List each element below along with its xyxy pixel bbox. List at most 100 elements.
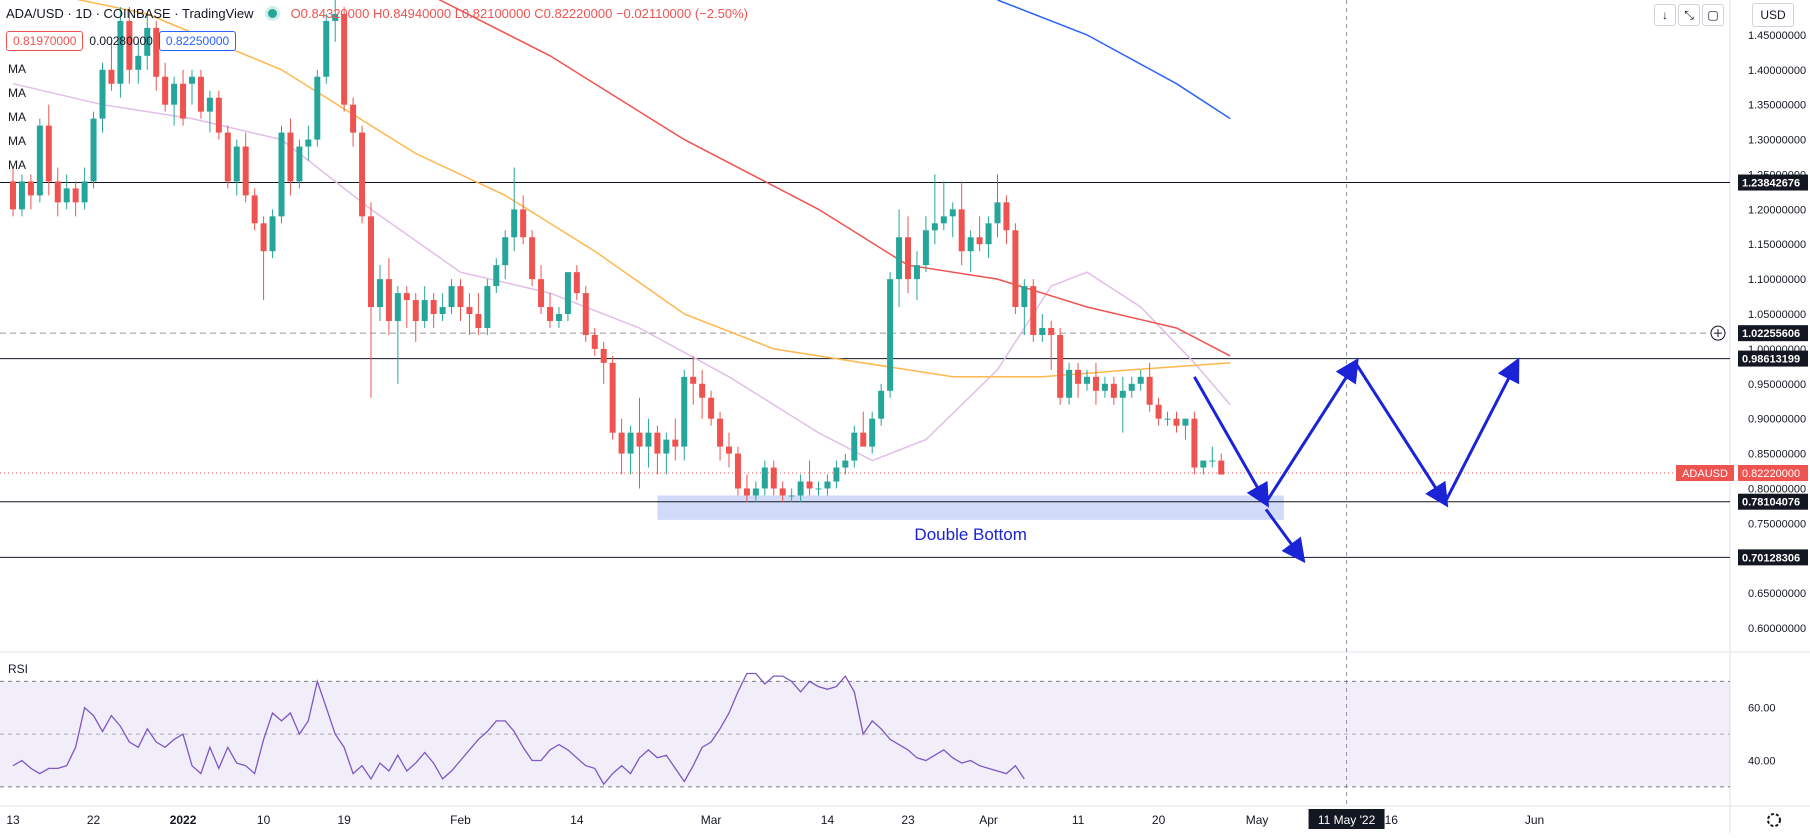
candle-body[interactable] [475,314,482,328]
expand-icon[interactable]: ⤡ [1678,4,1700,26]
candle-body[interactable] [251,195,258,224]
candle-body[interactable] [1200,460,1207,468]
candle-body[interactable] [1039,327,1046,335]
candle-body[interactable] [591,334,598,349]
candle-body[interactable] [1101,383,1108,391]
candle-body[interactable] [162,76,169,105]
candle-body[interactable] [833,467,840,482]
candle-body[interactable] [654,432,661,454]
candle-body[interactable] [403,293,410,301]
candle-body[interactable] [215,97,222,133]
candle-body[interactable] [197,76,204,112]
candle-body[interactable] [564,272,571,315]
candle-body[interactable] [36,125,43,196]
indicator-label-ma[interactable]: MA [8,110,26,124]
candle-body[interactable] [81,181,88,203]
candle-body[interactable] [1209,460,1216,462]
candle-body[interactable] [350,104,357,133]
candle-body[interactable] [922,230,929,266]
candle-body[interactable] [618,432,625,454]
candle-body[interactable] [502,237,509,266]
candle-body[interactable] [672,439,679,447]
candle-body[interactable] [260,223,267,252]
candle-body[interactable] [376,279,383,308]
candle-body[interactable] [788,495,795,497]
candle-body[interactable] [931,223,938,231]
candle-body[interactable] [457,286,464,308]
candle-body[interactable] [708,397,715,419]
candle-body[interactable] [394,293,401,321]
candle-body[interactable] [135,55,142,70]
candle-body[interactable] [10,181,16,210]
candle-body[interactable] [582,293,589,335]
candle-body[interactable] [905,237,911,280]
candle-body[interactable] [359,132,366,217]
candle-body[interactable] [144,27,151,56]
candle-body[interactable] [117,20,124,84]
candle-body[interactable] [448,286,455,308]
candle-body[interactable] [180,83,187,119]
candle-body[interactable] [242,146,249,196]
candle-body[interactable] [108,69,115,84]
candle-body[interactable] [734,453,741,489]
candle-body[interactable] [600,348,607,363]
candle-body[interactable] [1137,376,1144,384]
candle-body[interactable] [752,488,759,496]
candle-body[interactable] [323,20,330,77]
candle-body[interactable] [296,146,303,182]
candle-body[interactable] [1182,418,1189,426]
candle-body[interactable] [1048,327,1055,335]
projection-arrow[interactable] [1354,362,1449,508]
candle-body[interactable] [1066,369,1073,398]
candle-body[interactable] [484,286,491,328]
candle-body[interactable] [851,432,858,461]
candle-body[interactable] [99,69,106,119]
candle-body[interactable] [305,139,312,147]
indicator-label-ma[interactable]: MA [8,86,26,100]
candle-body[interactable] [153,27,160,77]
candle-body[interactable] [1146,376,1153,405]
candle-body[interactable] [878,390,885,419]
candle-body[interactable] [126,20,133,70]
candle-body[interactable] [278,132,285,217]
candle-body[interactable] [815,488,822,490]
candle-body[interactable] [967,237,974,252]
candle-body[interactable] [332,13,339,21]
candle-body[interactable] [806,481,813,489]
candle-body[interactable] [90,118,97,182]
candle-body[interactable] [636,432,643,447]
candle-body[interactable] [842,460,849,468]
candle-body[interactable] [1173,418,1180,426]
fullscreen-icon[interactable]: ▢ [1702,4,1724,26]
candle-body[interactable] [860,432,867,447]
buy-price-button[interactable]: 0.82250000 [158,31,237,51]
candle-body[interactable] [439,307,446,315]
candle-body[interactable] [547,307,553,321]
candle-body[interactable] [529,237,536,280]
candle-body[interactable] [233,146,240,182]
candle-body[interactable] [287,132,294,182]
candle-body[interactable] [726,446,732,454]
candle-body[interactable] [1057,334,1064,398]
indicator-label-ma[interactable]: MA [8,62,26,76]
candle-body[interactable] [627,432,634,454]
sell-price-button[interactable]: 0.81970000 [6,31,84,51]
candle-body[interactable] [385,279,392,321]
candle-body[interactable] [690,376,697,384]
projection-arrow[interactable] [1264,508,1306,564]
candle-body[interactable] [1003,202,1010,231]
candle-body[interactable] [466,307,473,315]
gear-icon[interactable] [1767,813,1781,827]
candle-body[interactable] [45,125,52,182]
candle-body[interactable] [224,132,231,182]
candle-body[interactable] [824,481,831,489]
candle-body[interactable] [555,314,562,321]
candle-body[interactable] [27,181,34,196]
candle-body[interactable] [985,223,992,245]
candle-body[interactable] [1218,460,1225,475]
candle-body[interactable] [1119,390,1126,398]
projection-arrow[interactable] [1264,357,1359,504]
candle-body[interactable] [368,216,374,308]
candle-body[interactable] [609,362,616,433]
